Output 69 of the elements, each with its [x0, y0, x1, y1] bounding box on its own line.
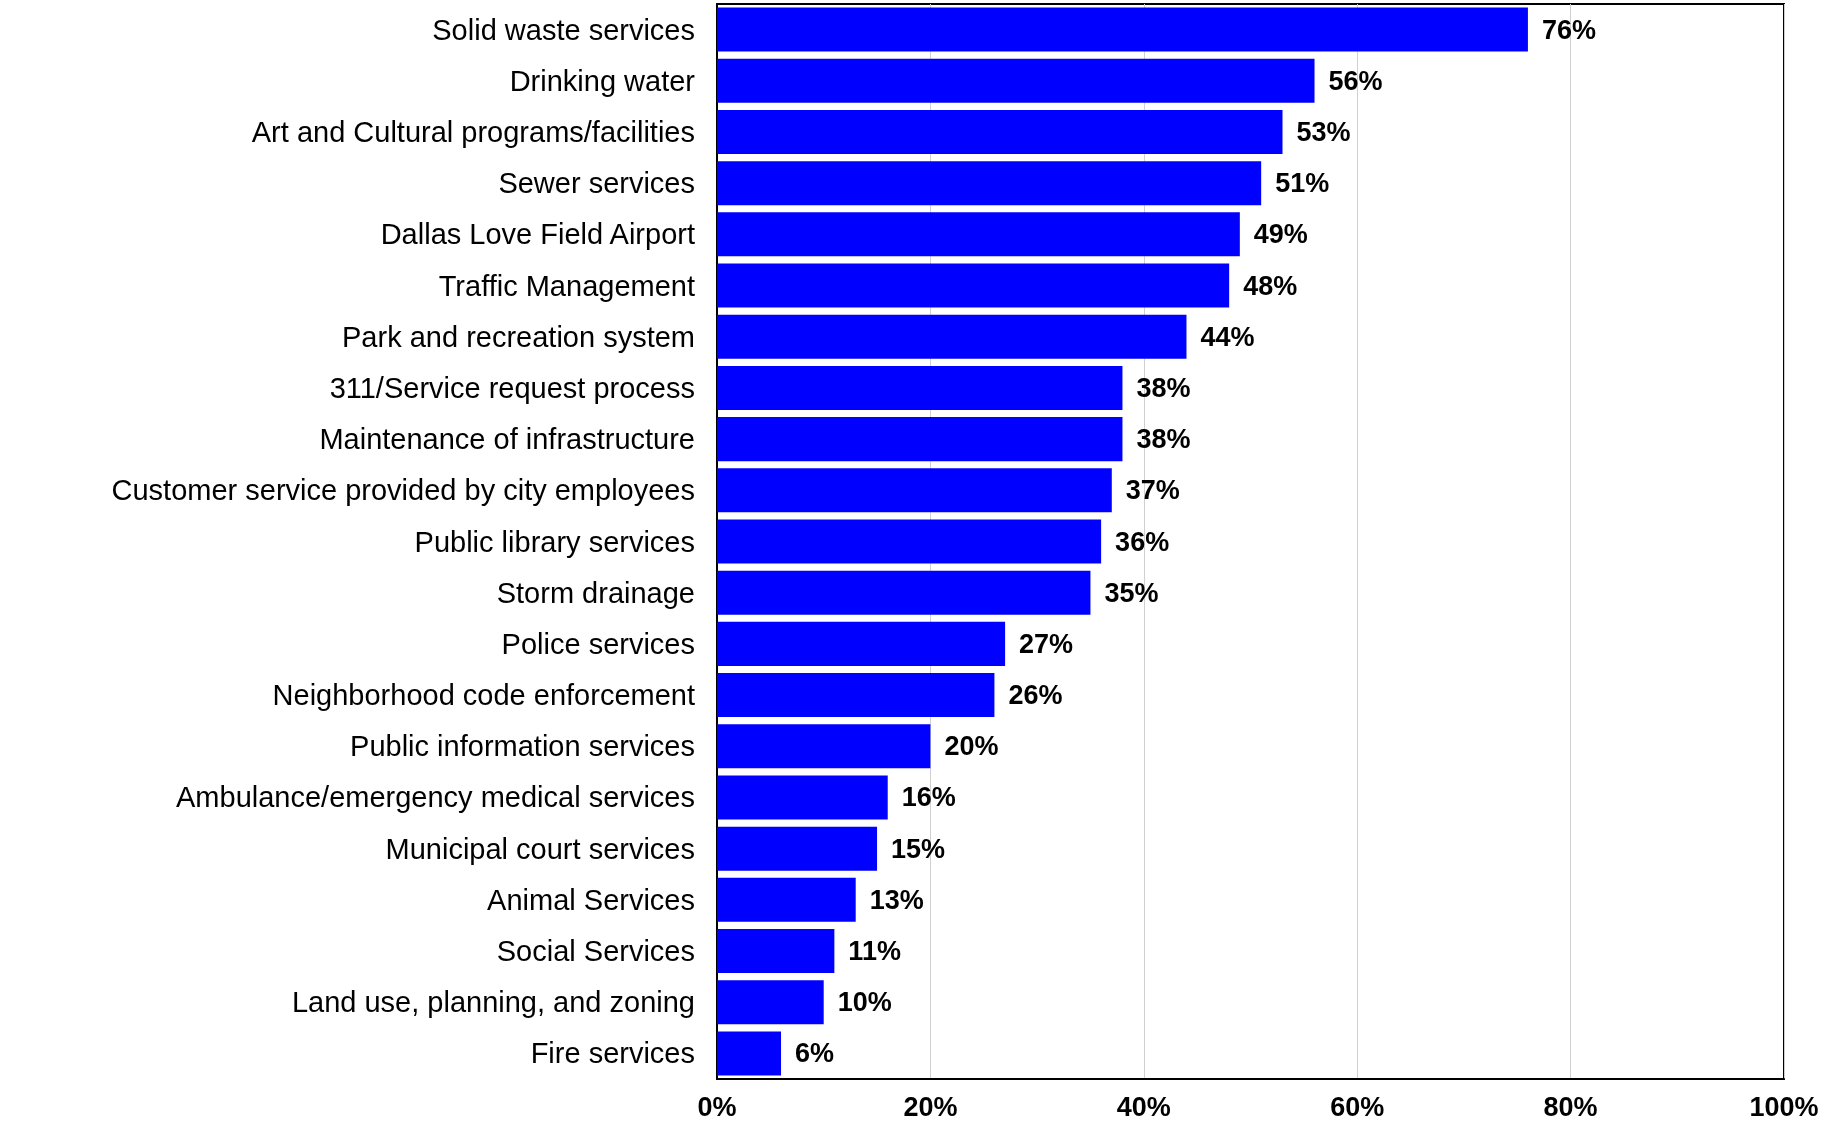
data-label: 49%	[1253, 219, 1308, 250]
y-tick-label: Customer service provided by city employees	[111, 474, 695, 507]
x-tick-label: 20%	[903, 1091, 958, 1122]
data-label: 38%	[1136, 372, 1191, 403]
y-tick-label: Solid waste services	[432, 13, 695, 46]
bar	[717, 519, 1102, 564]
bar	[717, 161, 1262, 206]
y-tick-label: Police services	[501, 627, 695, 660]
bar	[717, 212, 1240, 257]
y-tick-label: Art and Cultural programs/facilities	[251, 115, 695, 148]
y-tick-label: 311/Service request process	[329, 371, 695, 404]
y-tick-label: Public library services	[414, 525, 695, 558]
data-label: 20%	[944, 731, 999, 762]
bar	[717, 109, 1283, 154]
data-label: 35%	[1104, 577, 1159, 608]
bar	[717, 468, 1112, 513]
data-label: 76%	[1541, 14, 1596, 45]
bar	[717, 877, 856, 922]
data-label: 26%	[1008, 680, 1063, 711]
data-label: 38%	[1136, 424, 1191, 455]
bar	[717, 673, 995, 718]
y-tick-label: Storm drainage	[496, 576, 695, 609]
x-tick-label: 0%	[697, 1091, 737, 1122]
y-tick-label: Park and recreation system	[342, 320, 695, 353]
data-label: 48%	[1243, 270, 1298, 301]
bar	[717, 570, 1091, 615]
y-tick-label: Dallas Love Field Airport	[380, 218, 695, 251]
y-tick-label: Social Services	[496, 935, 695, 968]
y-tick-label: Maintenance of infrastructure	[319, 423, 695, 456]
bar	[717, 980, 824, 1025]
data-label: 16%	[901, 782, 956, 813]
bar	[717, 1031, 782, 1076]
data-label: 44%	[1200, 321, 1255, 352]
x-tick-label: 60%	[1330, 1091, 1385, 1122]
bar	[717, 826, 878, 871]
bar	[717, 365, 1123, 410]
x-tick-label: 40%	[1116, 1091, 1171, 1122]
bar	[717, 775, 888, 820]
y-tick-label: Fire services	[530, 1037, 695, 1070]
y-tick-label: Traffic Management	[438, 269, 695, 302]
data-label: 11%	[848, 936, 901, 967]
data-label: 51%	[1275, 168, 1330, 199]
y-tick-label: Public information services	[350, 730, 695, 763]
x-tick-label: 100%	[1749, 1091, 1819, 1122]
data-label: 53%	[1296, 116, 1351, 147]
bar	[717, 621, 1006, 666]
y-tick-label: Municipal court services	[385, 832, 695, 865]
y-tick-label: Land use, planning, and zoning	[291, 986, 695, 1019]
bar	[717, 7, 1528, 52]
bar	[717, 58, 1315, 103]
data-label: 6%	[795, 1038, 835, 1069]
data-label: 36%	[1115, 526, 1170, 557]
data-label: 15%	[891, 833, 946, 864]
bar	[717, 724, 931, 769]
data-label: 56%	[1328, 65, 1383, 96]
data-label: 27%	[1019, 628, 1074, 659]
y-tick-label: Ambulance/emergency medical services	[176, 781, 695, 814]
x-tick-label: 80%	[1543, 1091, 1598, 1122]
data-label: 10%	[837, 987, 892, 1018]
y-tick-label: Animal Services	[487, 883, 695, 916]
y-tick-label: Neighborhood code enforcement	[272, 679, 695, 712]
bar	[717, 314, 1187, 359]
bar	[717, 417, 1123, 462]
bar	[717, 929, 835, 974]
data-label: 37%	[1125, 475, 1180, 506]
bar	[717, 263, 1230, 308]
y-tick-label: Sewer services	[498, 167, 695, 200]
y-tick-label: Drinking water	[509, 64, 696, 97]
data-label: 13%	[869, 884, 924, 915]
